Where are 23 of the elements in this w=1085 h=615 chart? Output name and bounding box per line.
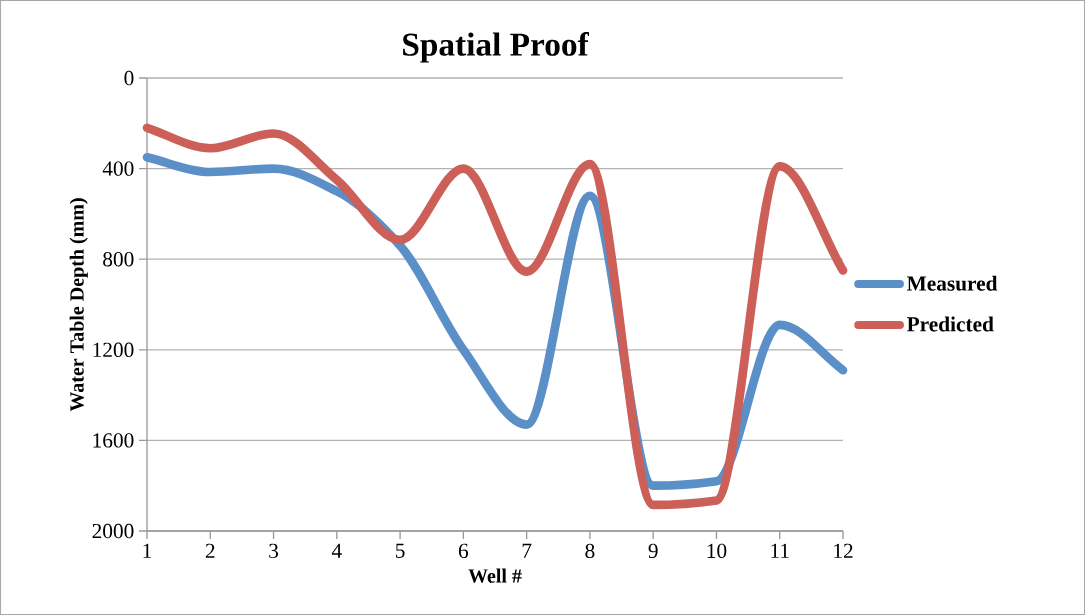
- y-axis-title: Water Table Depth (mm): [69, 198, 88, 412]
- x-tick-label: 4: [331, 543, 342, 558]
- x-tick-label: 5: [396, 543, 405, 558]
- y-tick-label: 1600: [93, 433, 134, 448]
- x-tick-label: 8: [585, 543, 595, 559]
- x-tick-label: 10: [707, 543, 727, 559]
- legend-label: Measured: [906, 275, 998, 291]
- y-tick-label: 1200: [93, 342, 134, 357]
- x-tick-label: 7: [522, 543, 532, 558]
- y-tick-label: 400: [102, 161, 134, 176]
- x-tick-label: 12: [834, 543, 853, 558]
- x-tick-label: 9: [648, 543, 658, 559]
- legend-label: Predicted: [906, 316, 994, 332]
- chart-title: Spatial Proof: [403, 32, 590, 63]
- x-tick-label: 2: [205, 543, 215, 558]
- x-tick-label: 11: [771, 543, 789, 558]
- x-tick-label: 3: [269, 543, 279, 559]
- x-tick-label: 6: [458, 543, 469, 559]
- y-tick-label: 2000: [92, 523, 134, 539]
- y-tick-label: 800: [103, 252, 134, 267]
- x-axis-title: Well #: [468, 568, 522, 583]
- x-tick-label: 1: [143, 543, 152, 558]
- y-tick-label: 0: [124, 70, 134, 86]
